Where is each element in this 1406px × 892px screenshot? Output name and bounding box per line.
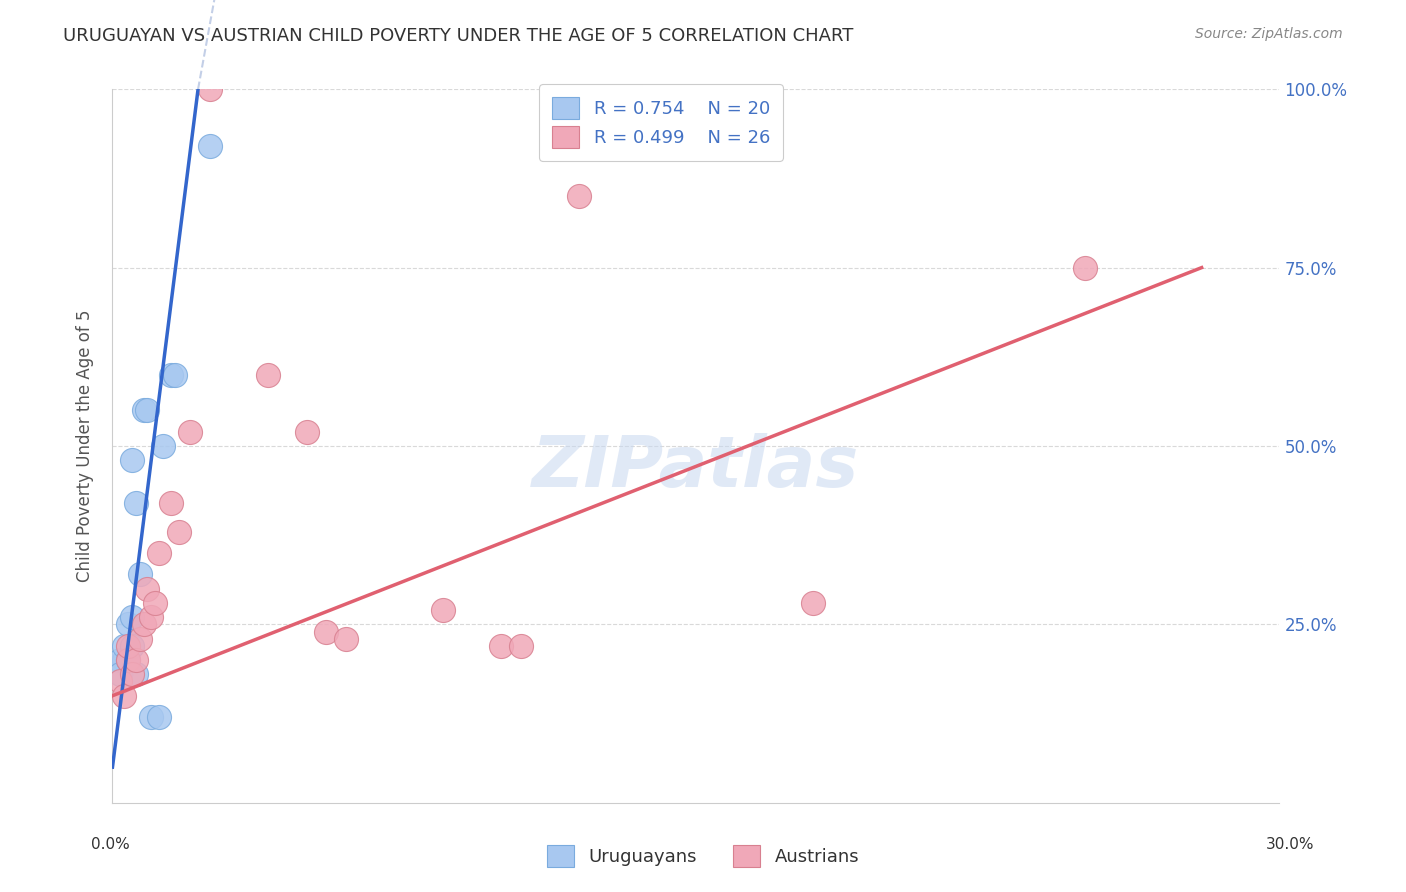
Point	[128, 567, 150, 582]
Point	[136, 403, 159, 417]
Point	[110, 653, 132, 667]
Point	[152, 439, 174, 453]
Point	[163, 368, 186, 382]
Point	[117, 653, 139, 667]
Point	[335, 632, 357, 646]
Point	[121, 453, 143, 467]
Text: URUGUAYAN VS AUSTRIAN CHILD POVERTY UNDER THE AGE OF 5 CORRELATION CHART: URUGUAYAN VS AUSTRIAN CHILD POVERTY UNDE…	[63, 27, 853, 45]
Point	[112, 653, 135, 667]
Point	[432, 603, 454, 617]
Point	[117, 653, 139, 667]
Point	[179, 425, 201, 439]
Point	[117, 617, 139, 632]
Point	[167, 524, 190, 539]
Point	[509, 639, 531, 653]
Point	[198, 139, 221, 153]
Point	[160, 368, 183, 382]
Point	[117, 639, 139, 653]
Text: 0.0%: 0.0%	[91, 838, 131, 852]
Point	[315, 624, 337, 639]
Point	[110, 667, 132, 681]
Point	[112, 689, 135, 703]
Point	[141, 610, 163, 624]
Point	[128, 632, 150, 646]
Point	[112, 639, 135, 653]
Point	[568, 189, 591, 203]
Point	[143, 596, 166, 610]
Point	[121, 667, 143, 681]
Text: 30.0%: 30.0%	[1267, 838, 1315, 852]
Point	[132, 617, 155, 632]
Point	[141, 710, 163, 724]
Y-axis label: Child Poverty Under the Age of 5: Child Poverty Under the Age of 5	[76, 310, 94, 582]
Point	[160, 496, 183, 510]
Point	[132, 403, 155, 417]
Legend: Uruguayans, Austrians: Uruguayans, Austrians	[540, 838, 866, 874]
Point	[148, 546, 170, 560]
Point	[125, 653, 148, 667]
Point	[125, 667, 148, 681]
Point	[121, 610, 143, 624]
Point	[198, 82, 221, 96]
Text: ZIPatlas: ZIPatlas	[533, 433, 859, 502]
Point	[110, 674, 132, 689]
Legend: R = 0.754    N = 20, R = 0.499    N = 26: R = 0.754 N = 20, R = 0.499 N = 26	[540, 84, 783, 161]
Point	[136, 582, 159, 596]
Point	[295, 425, 318, 439]
Point	[1074, 260, 1097, 275]
Text: Source: ZipAtlas.com: Source: ZipAtlas.com	[1195, 27, 1343, 41]
Point	[121, 639, 143, 653]
Point	[257, 368, 280, 382]
Point	[801, 596, 824, 610]
Point	[491, 639, 513, 653]
Point	[125, 496, 148, 510]
Point	[148, 710, 170, 724]
